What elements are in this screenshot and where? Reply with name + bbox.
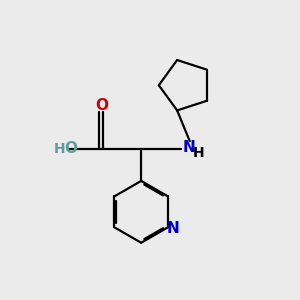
Text: H: H [193, 146, 204, 160]
Text: N: N [182, 140, 195, 155]
Text: N: N [167, 221, 179, 236]
Text: O: O [95, 98, 108, 113]
Text: H: H [53, 142, 65, 155]
Text: O: O [64, 141, 77, 156]
